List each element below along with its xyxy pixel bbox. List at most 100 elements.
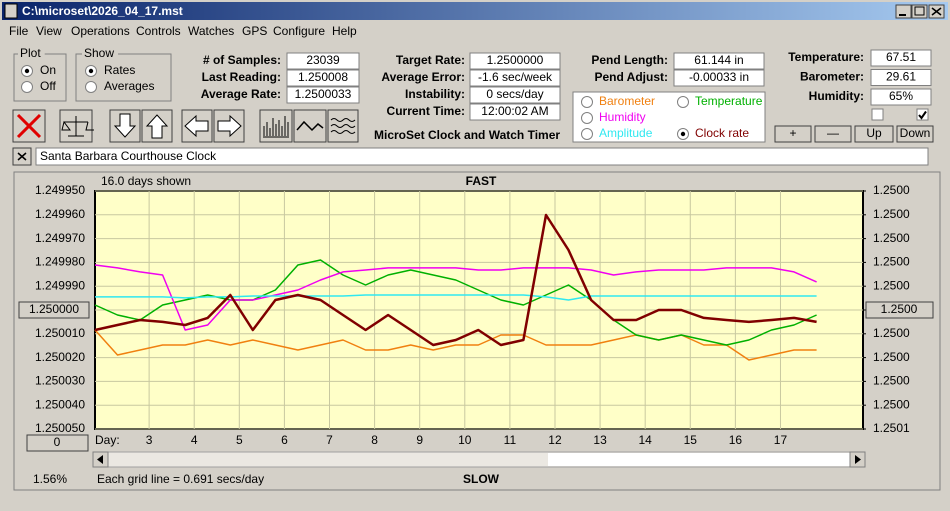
- x-tick-label: 8: [371, 433, 378, 447]
- slow-label: SLOW: [463, 472, 500, 486]
- clock-name-field[interactable]: [35, 147, 929, 166]
- maximize-glyph: [914, 6, 925, 16]
- radio-button[interactable]: [85, 81, 97, 93]
- app-name: MicroSet Clock and Watch Timer: [374, 128, 560, 142]
- checkbox[interactable]: [871, 108, 884, 121]
- series-line: [95, 294, 817, 301]
- text-field[interactable]: [870, 49, 932, 67]
- text-field[interactable]: [286, 69, 360, 87]
- y-tick-label: 1.249950: [35, 183, 85, 197]
- group-title-bg: [82, 47, 119, 60]
- field-label: Barometer:: [800, 70, 864, 84]
- field-value: 1.250008: [298, 70, 348, 84]
- radio-label: Off: [40, 79, 56, 93]
- legend-label: Temperature: [695, 94, 763, 108]
- field-label: Pend Length:: [591, 53, 668, 67]
- button-label: —: [827, 126, 839, 140]
- text-field[interactable]: [870, 88, 932, 106]
- text-field[interactable]: [469, 69, 561, 87]
- right-icon: [217, 114, 242, 138]
- center-button[interactable]: [865, 301, 934, 319]
- series-line: [94, 264, 817, 331]
- text-field[interactable]: [673, 52, 765, 70]
- field-value: 23039: [306, 53, 340, 67]
- y-tick-label: 1.249970: [35, 231, 85, 245]
- legend-label: Humidity: [599, 110, 646, 124]
- menu-item[interactable]: Help: [332, 24, 357, 38]
- grid-note: Each grid line = 0.691 secs/day: [97, 472, 264, 486]
- button[interactable]: [774, 125, 812, 143]
- stop-icon: [16, 113, 42, 139]
- y2-tick-label: 1.2500: [873, 326, 910, 340]
- center-button[interactable]: [18, 301, 90, 319]
- field-value: -1.6 sec/week: [478, 70, 553, 84]
- left-icon: [184, 114, 209, 138]
- radio-button[interactable]: [677, 96, 689, 108]
- x-tick-label: 16: [729, 433, 743, 447]
- y2-tick-label: 1.2500: [873, 397, 910, 411]
- bars-icon: [263, 116, 289, 138]
- text-field[interactable]: [286, 86, 360, 104]
- y-tick-label: 1.250000: [29, 302, 79, 316]
- checkbox[interactable]: [916, 108, 929, 121]
- text-field[interactable]: [469, 86, 561, 104]
- radio-button[interactable]: [581, 112, 593, 124]
- button-label: Down: [900, 126, 931, 140]
- close-glyph: [931, 7, 942, 16]
- y-tick-label: 1.250030: [35, 374, 85, 388]
- text-field[interactable]: [286, 52, 360, 70]
- y2-tick-label: 1.2500: [873, 255, 910, 269]
- waves-icon: [330, 118, 356, 134]
- text-field[interactable]: [469, 52, 561, 70]
- x-tick-label: 10: [458, 433, 472, 447]
- radio-button[interactable]: [581, 128, 593, 140]
- toolbar: [12, 109, 359, 143]
- menu-item[interactable]: File: [9, 24, 29, 38]
- legend-label: Barometer: [599, 94, 655, 108]
- button[interactable]: [814, 125, 852, 143]
- field-label: Average Rate:: [201, 87, 281, 101]
- clock-name: Santa Barbara Courthouse Clock: [40, 149, 217, 163]
- button[interactable]: [854, 125, 894, 143]
- x-tick-label: 13: [593, 433, 607, 447]
- menu-item[interactable]: Watches: [188, 24, 234, 38]
- radio-dot: [88, 68, 94, 74]
- y2-tick-label: 1.2501: [873, 421, 910, 435]
- y-tick-label: 1.250050: [35, 421, 85, 435]
- radio-button[interactable]: [21, 81, 33, 93]
- field-label: Average Error:: [381, 70, 465, 84]
- legend-box: [572, 91, 766, 143]
- field-value: 65%: [889, 89, 913, 103]
- menu-item[interactable]: GPS: [242, 24, 267, 38]
- y2-tick-label: 1.2500: [873, 207, 910, 221]
- button-label: +: [789, 126, 796, 140]
- check-mark: [918, 110, 927, 120]
- text-field[interactable]: [870, 69, 932, 86]
- group-title-bg: [18, 47, 45, 60]
- app-icon: [4, 3, 18, 19]
- x-tick-label: 6: [281, 433, 288, 447]
- text-field[interactable]: [673, 69, 765, 87]
- up-icon: [145, 114, 169, 139]
- field-label: Current Time:: [387, 104, 465, 118]
- window-title: C:\microset\2026_04_17.mst: [22, 4, 183, 18]
- legend-label: Clock rate: [695, 126, 749, 140]
- text-field[interactable]: [469, 103, 561, 121]
- scrollbar-thumb[interactable]: [548, 453, 851, 466]
- menu-item[interactable]: Operations: [71, 24, 130, 38]
- menu-item[interactable]: View: [36, 24, 62, 38]
- window-controls[interactable]: [895, 4, 945, 19]
- scroll-right-arrow: [855, 455, 861, 464]
- button[interactable]: [896, 125, 934, 143]
- y-tick-label: 1.249990: [35, 278, 85, 292]
- minimize-button[interactable]: [895, 4, 912, 19]
- field-label: Humidity:: [809, 89, 864, 103]
- x-tick-label: 5: [236, 433, 243, 447]
- radio-button[interactable]: [581, 96, 593, 108]
- menu-item[interactable]: Configure: [273, 24, 325, 38]
- offset-button[interactable]: [26, 434, 89, 452]
- menu-item[interactable]: Controls: [136, 24, 181, 38]
- legend-label: Amplitude: [599, 126, 653, 140]
